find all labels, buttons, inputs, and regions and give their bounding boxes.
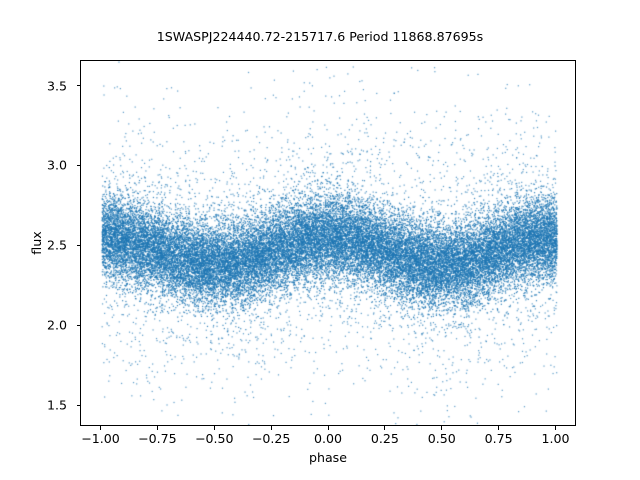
x-tick-label: −0.75 [138,431,177,446]
x-tick-label: 1.00 [541,431,570,446]
x-tick-mark [327,426,329,430]
x-tick-mark [498,426,500,430]
x-tick-label: 0.75 [484,431,513,446]
page-title: 1SWASPJ224440.72-215717.6 Period 11868.8… [156,29,484,44]
x-tick-mark [270,426,272,430]
x-tick-mark [213,426,215,430]
x-tick-mark [100,426,101,430]
y-tick-label: 2.0 [46,317,67,333]
y-tick-label: 1.5 [46,397,67,413]
plot-axes [80,60,576,426]
x-tick-label: 0.50 [427,431,456,446]
x-tick-label: −0.25 [251,431,291,446]
x-tick-mark [156,426,158,430]
x-tick-label: −0.50 [194,431,234,446]
x-axis-label: phase [308,450,347,465]
y-tick-mark [76,324,80,326]
y-axis-label: flux [29,231,44,255]
x-tick-label: 0.25 [370,431,399,446]
x-tick-label: 0.00 [313,431,343,446]
x-tick-mark [384,426,386,430]
y-tick-label: 3.0 [46,157,67,173]
x-tick-label: −1.00 [81,431,120,446]
y-tick-label: 2.5 [46,237,67,253]
scatter-plot-canvas [81,61,575,425]
y-tick-mark [76,244,80,246]
x-tick-mark [441,426,443,430]
y-tick-mark [76,85,80,86]
x-tick-mark [555,426,556,430]
y-tick-mark [76,404,80,406]
y-tick-label: 3.5 [46,78,67,94]
y-tick-mark [76,165,80,166]
